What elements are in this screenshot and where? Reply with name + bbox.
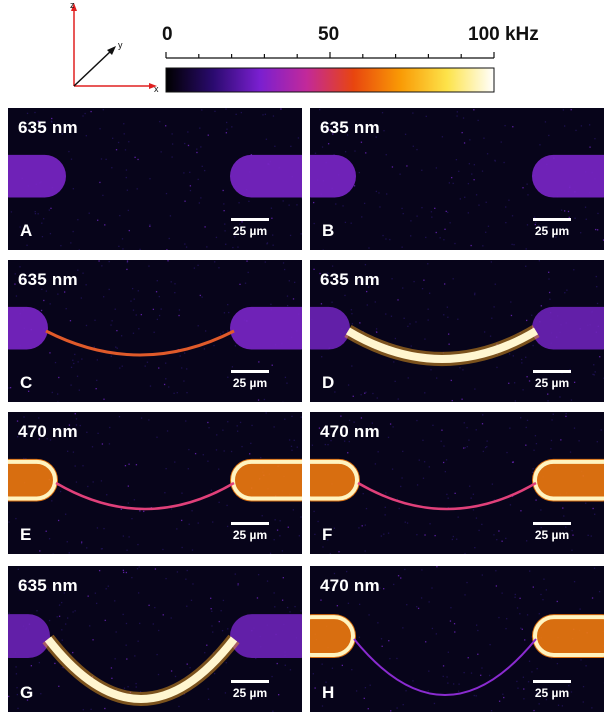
wavelength-label: 635 nm <box>320 118 380 137</box>
wavelength-label: 635 nm <box>18 576 78 595</box>
fluorescence-image <box>310 412 604 554</box>
panel-letter: B <box>322 221 335 240</box>
intensity-colorbar: 0 50 100 kHz <box>162 24 539 93</box>
wavelength-label: 635 nm <box>18 270 78 289</box>
panel-d: 635 nm D 25 µm <box>310 260 604 402</box>
colorbar-tick-label: 100 kHz <box>468 24 539 45</box>
fluorescence-image <box>8 260 302 402</box>
wavelength-label: 470 nm <box>18 422 78 441</box>
scale-bar-label: 25 µm <box>534 528 570 542</box>
wavelength-label: 470 nm <box>320 422 380 441</box>
scale-bar-line <box>231 218 269 221</box>
fluorescence-image <box>8 108 302 250</box>
scale-bar: 25 µm <box>220 522 280 542</box>
scale-bar: 25 µm <box>220 680 280 700</box>
panel-b: 635 nm B 25 µm <box>310 108 604 250</box>
scale-bar: 25 µm <box>522 218 582 238</box>
panel-letter: D <box>322 373 335 392</box>
axis-label-z: z <box>70 0 75 10</box>
panel-letter: E <box>20 525 32 544</box>
panel-e: 470 nm E 25 µm <box>8 412 302 554</box>
wavelength-label: 470 nm <box>320 576 380 595</box>
scale-bar: 25 µm <box>220 370 280 390</box>
fluorescence-image <box>310 566 604 712</box>
axis-label-x: x <box>154 84 159 94</box>
panel-c: 635 nm C 25 µm <box>8 260 302 402</box>
scale-bar-label: 25 µm <box>232 686 268 700</box>
panel-g: 635 nm G 25 µm <box>8 566 302 712</box>
scale-bar-label: 25 µm <box>232 528 268 542</box>
panel-letter: F <box>322 525 333 544</box>
panel-h: 470 nm H 25 µm <box>310 566 604 712</box>
scale-bar: 25 µm <box>220 218 280 238</box>
fluorescence-image <box>310 260 604 402</box>
scale-bar: 25 µm <box>522 370 582 390</box>
wavelength-label: 635 nm <box>18 118 78 137</box>
scale-bar-label: 25 µm <box>534 376 570 390</box>
axis-label-y: y <box>118 40 123 50</box>
scale-bar-line <box>231 680 269 683</box>
scale-bar-line <box>533 370 571 373</box>
panel-letter: A <box>20 221 33 240</box>
scale-bar-label: 25 µm <box>232 224 268 238</box>
scale-bar-label: 25 µm <box>534 686 570 700</box>
scale-bar-label: 25 µm <box>232 376 268 390</box>
panel-f: 470 nm F 25 µm <box>310 412 604 554</box>
panel-letter: G <box>20 683 34 702</box>
panel-a: 635 nm A 25 µm <box>8 108 302 250</box>
scale-bar-label: 25 µm <box>534 224 570 238</box>
wavelength-label: 635 nm <box>320 270 380 289</box>
coordinate-axes-indicator: z y x <box>70 0 159 94</box>
colorbar-tick-label: 50 <box>318 24 339 45</box>
scale-bar-line <box>533 522 571 525</box>
scale-bar: 25 µm <box>522 522 582 542</box>
panel-letter: H <box>322 683 335 702</box>
scale-bar-line <box>231 522 269 525</box>
fluorescence-image <box>8 566 302 712</box>
fluorescence-image <box>310 108 604 250</box>
scale-bar-line <box>533 680 571 683</box>
scale-bar: 25 µm <box>522 680 582 700</box>
fluorescence-image <box>8 412 302 554</box>
panel-letter: C <box>20 373 33 392</box>
scale-bar-line <box>533 218 571 221</box>
colorbar-tick-label: 0 <box>162 24 173 45</box>
scale-bar-line <box>231 370 269 373</box>
colorbar-gradient <box>165 67 495 93</box>
